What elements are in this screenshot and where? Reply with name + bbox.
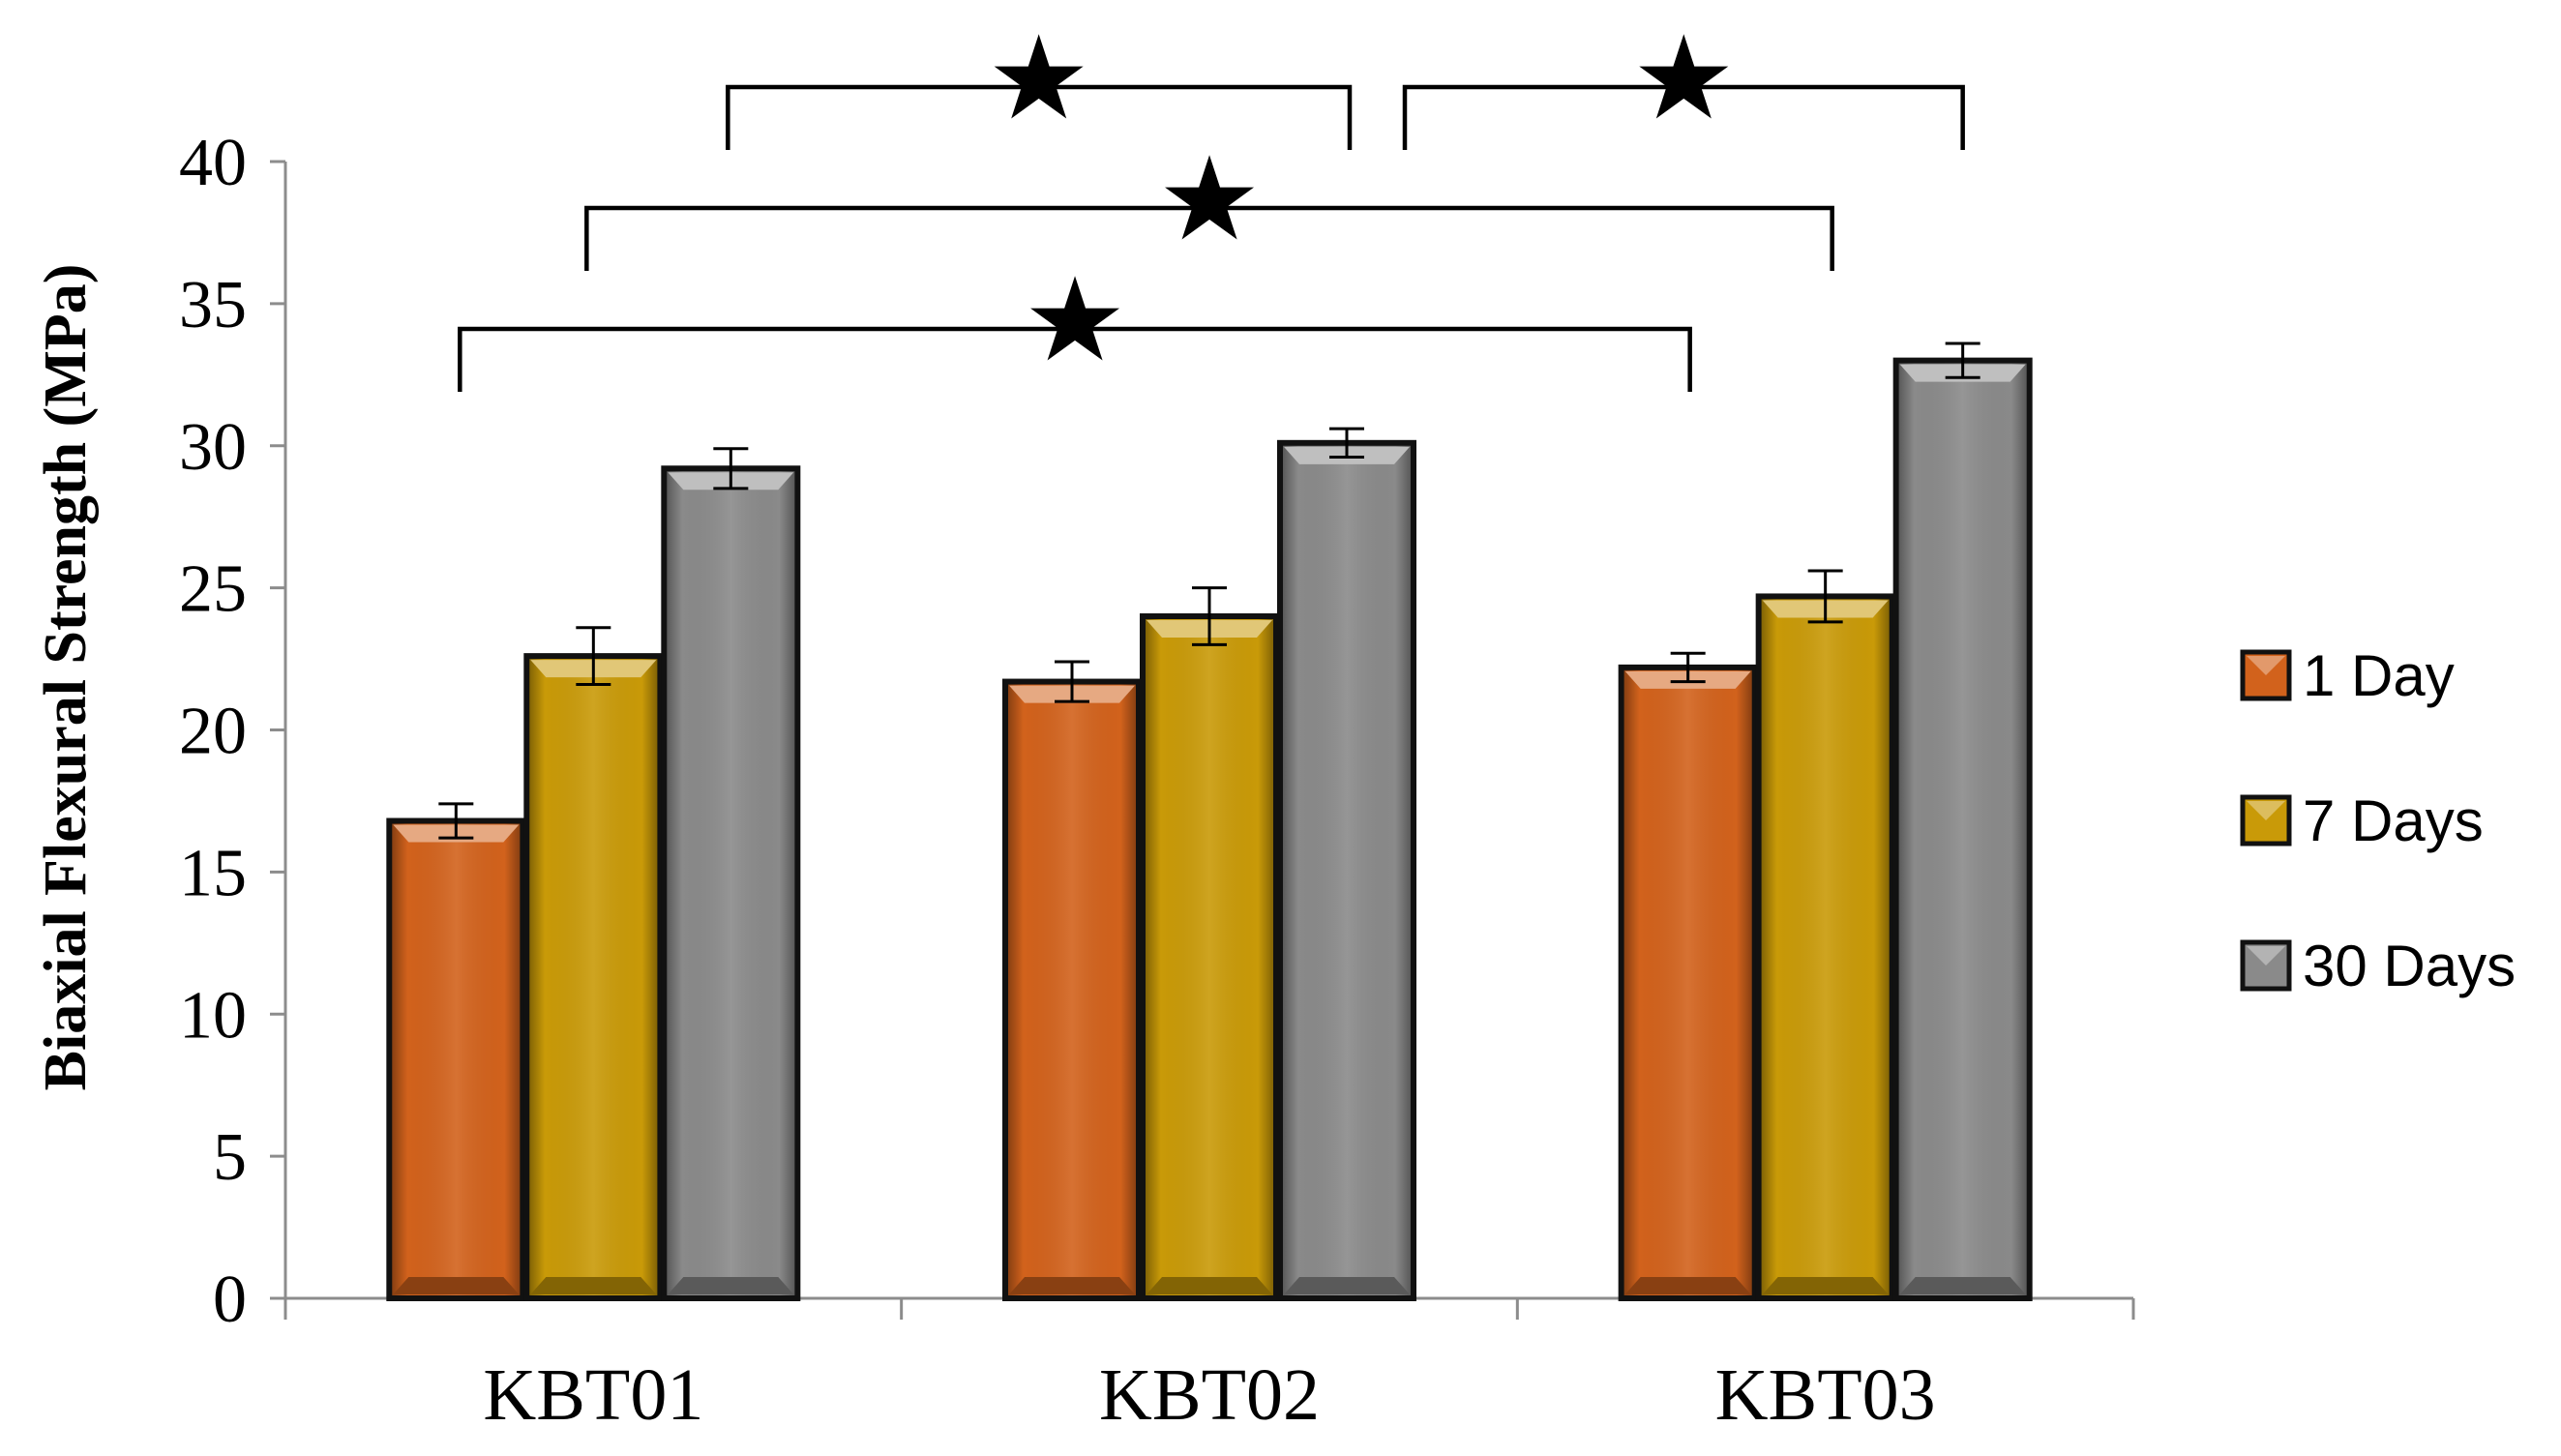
significance-star: ★ [1157, 133, 1262, 267]
bar-bevel [1146, 619, 1273, 1295]
x-tick-label: KBT03 [1715, 1354, 1936, 1436]
bar-bottom-bevel [1284, 1277, 1410, 1294]
legend-label: 7 Days [2303, 788, 2484, 853]
y-tick-label: 30 [179, 410, 247, 485]
significance-star: ★ [987, 12, 1091, 146]
bar-bevel [1008, 684, 1136, 1295]
error-bar [1670, 651, 1706, 684]
bar-bottom-bevel [1762, 1277, 1889, 1294]
bar [523, 653, 664, 1301]
bar [1892, 357, 2033, 1301]
bracket-line [1402, 84, 1965, 150]
x-tick-label: KBT02 [1099, 1354, 1320, 1436]
bar-bevel [1283, 445, 1411, 1295]
bracket-line [584, 205, 1834, 271]
legend-item: 1 Day [2240, 643, 2455, 708]
bar-bottom-bevel [1899, 1277, 2026, 1294]
bar-bevel [1761, 599, 1890, 1295]
bar-bottom-bevel [393, 1277, 520, 1294]
error-bar [1192, 586, 1227, 646]
error-bar [438, 802, 474, 840]
legend: 1 Day 7 Days 30 Days [2240, 643, 2516, 998]
bar [1618, 664, 1758, 1301]
y-tick-label: 0 [213, 1263, 247, 1337]
significance-brackets: ★ ★★★ [458, 12, 1965, 392]
legend-label: 30 Days [2303, 934, 2516, 998]
legend-item: 7 Days [2240, 788, 2484, 853]
bar-bevel [392, 823, 521, 1295]
y-tick-label: 5 [213, 1120, 247, 1195]
bar-bottom-bevel [1009, 1277, 1135, 1294]
bar [661, 465, 801, 1301]
bar-bevel [1623, 669, 1752, 1295]
legend-swatch-bevel [2247, 946, 2285, 966]
y-tick-label: 10 [179, 978, 247, 1053]
bar-bevel [667, 471, 795, 1295]
y-axis-label: Biaxial Flexural Strength (MPa) [33, 264, 99, 1091]
y-tick-label: 40 [179, 126, 247, 200]
legend-swatch-bevel [2247, 801, 2285, 820]
bar-bottom-bevel [668, 1277, 794, 1294]
error-bar [1807, 569, 1843, 624]
error-bars [438, 342, 1980, 840]
bar [1140, 613, 1279, 1301]
bar [386, 817, 526, 1301]
x-tick-label: KBT01 [483, 1354, 703, 1436]
bar-bottom-bevel [1624, 1277, 1751, 1294]
significance-star: ★ [1023, 253, 1127, 388]
significance-bracket: ★ [1402, 12, 1965, 150]
legend-item: 30 Days [2240, 934, 2516, 998]
error-bar [713, 447, 749, 490]
error-bar [1329, 427, 1364, 459]
bar-bottom-bevel [1146, 1277, 1272, 1294]
bar-bevel [1898, 363, 2027, 1295]
error-bar [1055, 660, 1089, 703]
error-bar [1945, 342, 1980, 379]
bar-bottom-bevel [530, 1277, 657, 1294]
significance-bracket: ★ [458, 253, 1692, 392]
y-tick-label: 20 [179, 695, 247, 769]
bar [1755, 593, 1895, 1301]
bar [1002, 678, 1142, 1301]
bracket-line [726, 84, 1353, 150]
bar [1277, 439, 1416, 1301]
legend-label: 1 Day [2303, 643, 2455, 708]
bars [386, 357, 2033, 1301]
y-tick-label: 15 [179, 836, 247, 910]
significance-star: ★ [1632, 12, 1737, 146]
significance-bracket: ★ [584, 133, 1834, 271]
significance-bracket: ★ [726, 12, 1353, 150]
error-bar [576, 626, 611, 686]
y-tick-label: 25 [179, 552, 247, 627]
bracket-line [458, 326, 1692, 392]
y-tick-label: 35 [179, 268, 247, 342]
bar-bevel [529, 659, 658, 1295]
legend-swatch-bevel [2247, 656, 2285, 675]
